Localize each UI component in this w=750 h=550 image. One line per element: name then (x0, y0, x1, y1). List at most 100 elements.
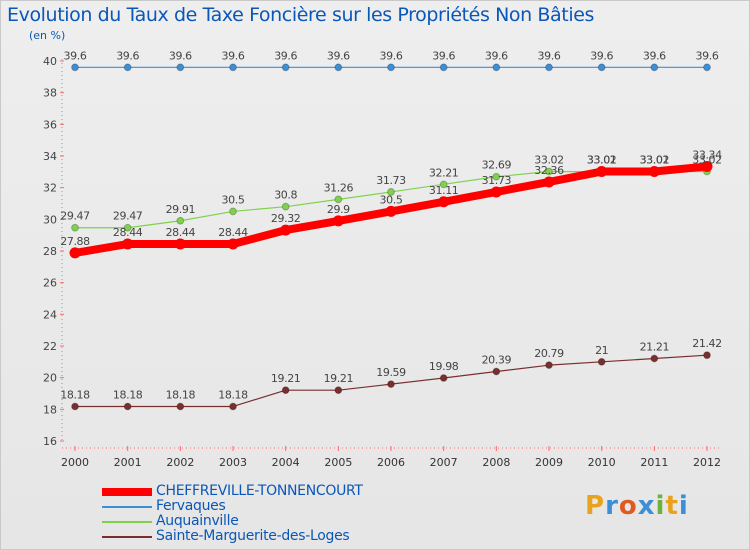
data-point-fervaques-2003 (229, 63, 237, 72)
data-label-fervaques-2003: 39.6 (222, 49, 245, 62)
data-label-sainte-marguerite-2003: 18.18 (218, 388, 248, 401)
data-point-cheffreville-2008 (490, 186, 502, 198)
x-tick-label-2001: 2001 (114, 456, 142, 469)
data-label-sainte-marguerite-2005: 19.21 (324, 372, 354, 385)
logo-letter: x (637, 491, 656, 521)
x-tick-label-2012: 2012 (693, 456, 721, 469)
legend-swatch-sainte-marguerite (102, 536, 152, 538)
data-label-sainte-marguerite-2010: 21 (595, 344, 608, 357)
data-point-fervaques-2004 (281, 63, 290, 72)
data-label-fervaques-2005: 39.6 (327, 49, 350, 62)
data-label-fervaques-2007: 39.6 (432, 49, 455, 62)
legend-swatch-auquainville (102, 521, 152, 523)
x-tick-label-2007: 2007 (430, 456, 458, 469)
data-point-cheffreville-2009 (543, 176, 555, 188)
data-point-auquainville-2009 (545, 167, 553, 176)
data-label-sainte-marguerite-2008: 20.39 (482, 353, 512, 366)
data-label-sainte-marguerite-2006: 19.59 (376, 366, 406, 379)
x-tick-label-2005: 2005 (324, 456, 352, 469)
y-tick-label-40: 40 (43, 55, 57, 68)
proxiti-logo: Proxiti (585, 491, 689, 521)
logo-letter: P (585, 491, 606, 521)
data-label-cheffreville-2004: 29.32 (271, 212, 301, 225)
data-point-auquainville-2000 (71, 223, 79, 232)
data-label-cheffreville-2002: 28.44 (166, 226, 196, 239)
legend-label-sainte-marguerite: Sainte-Marguerite-des-Loges (156, 528, 350, 544)
data-point-cheffreville-2010 (596, 166, 608, 178)
y-tick-label-30: 30 (43, 213, 57, 226)
logo-letter: t (665, 491, 679, 521)
data-label-auquainville-2010: 33.01 (587, 154, 617, 167)
data-point-auquainville-2003 (229, 207, 237, 216)
y-tick-label-36: 36 (43, 118, 57, 131)
data-point-auquainville-2006 (387, 188, 395, 196)
y-tick-label-26: 26 (43, 277, 57, 290)
y-tick-label-34: 34 (43, 150, 57, 163)
data-point-fervaques-2011 (650, 63, 659, 72)
data-point-auquainville-2004 (281, 202, 290, 211)
data-point-cheffreville-2005 (332, 215, 344, 227)
data-label-sainte-marguerite-2009: 20.79 (534, 347, 564, 360)
data-point-auquainville-2008 (492, 172, 501, 181)
data-point-fervaques-2008 (492, 63, 501, 72)
data-label-cheffreville-2001: 28.44 (113, 226, 143, 239)
x-tick-label-2011: 2011 (640, 456, 668, 469)
data-point-cheffreville-2006 (385, 205, 397, 217)
data-point-cheffreville-2007 (438, 196, 450, 208)
data-label-auquainville-2009: 33.02 (534, 154, 564, 167)
legend-swatch-fervaques (102, 506, 152, 508)
data-label-cheffreville-2011: 33.02 (640, 154, 670, 167)
data-label-cheffreville-2007: 31.11 (429, 184, 459, 197)
data-label-fervaques-2011: 39.6 (643, 49, 666, 62)
x-tick-label-2004: 2004 (272, 456, 300, 469)
data-point-sainte-marguerite-2012 (703, 351, 711, 360)
legend-label-fervaques: Fervaques (156, 498, 226, 514)
data-point-sainte-marguerite-2003 (229, 402, 237, 411)
data-point-fervaques-2010 (597, 63, 606, 72)
data-point-cheffreville-2004 (280, 224, 292, 236)
data-point-fervaques-2002 (176, 63, 185, 72)
legend-label-cheffreville: CHEFFREVILLE-TONNENCOURT (156, 483, 363, 499)
data-label-fervaques-2001: 39.6 (116, 49, 139, 62)
data-point-sainte-marguerite-2002 (176, 402, 185, 411)
data-point-sainte-marguerite-2010 (597, 357, 606, 366)
data-label-fervaques-2012: 39.6 (696, 49, 719, 62)
y-tick-label-16: 16 (43, 435, 57, 448)
x-tick-label-2002: 2002 (166, 456, 194, 469)
data-label-fervaques-2008: 39.6 (485, 49, 508, 62)
data-label-cheffreville-2012: 33.34 (692, 148, 722, 161)
x-tick-label-2010: 2010 (588, 456, 616, 469)
data-label-fervaques-2006: 39.6 (380, 49, 403, 62)
data-label-auquainville-2002: 29.91 (166, 203, 196, 216)
data-point-fervaques-2001 (123, 63, 132, 72)
logo-letter: r (605, 491, 619, 521)
data-label-cheffreville-2010: 33.02 (587, 154, 617, 167)
data-label-auquainville-2008: 32.69 (482, 159, 512, 172)
data-point-cheffreville-2003 (227, 238, 239, 250)
x-tick-label-2003: 2003 (219, 456, 247, 469)
data-label-cheffreville-2003: 28.44 (218, 226, 248, 239)
data-label-sainte-marguerite-2012: 21.42 (692, 337, 722, 350)
data-point-auquainville-2002 (176, 216, 185, 225)
data-point-fervaques-2000 (71, 63, 79, 72)
x-tick-label-2000: 2000 (61, 456, 89, 469)
data-point-fervaques-2006 (387, 63, 395, 72)
data-label-fervaques-2004: 39.6 (274, 49, 297, 62)
logo-letter: i (655, 491, 666, 521)
data-label-auquainville-2012: 33.02 (692, 154, 722, 167)
data-point-sainte-marguerite-2001 (123, 402, 132, 411)
x-tick-label-2009: 2009 (535, 456, 563, 469)
data-point-auquainville-2005 (334, 195, 343, 204)
data-point-fervaques-2009 (545, 63, 553, 72)
data-point-cheffreville-2012 (701, 160, 713, 172)
data-point-fervaques-2007 (439, 63, 448, 72)
data-label-cheffreville-2008: 31.73 (482, 174, 512, 187)
data-point-cheffreville-2000 (69, 247, 81, 259)
data-label-auquainville-2005: 31.26 (324, 181, 354, 194)
data-label-auquainville-2001: 29.47 (113, 210, 143, 223)
unit-label: (en %) (29, 29, 66, 42)
legend-swatch-cheffreville (102, 488, 152, 496)
data-label-sainte-marguerite-2011: 21.21 (640, 341, 670, 354)
data-point-cheffreville-2002 (174, 238, 186, 250)
data-point-sainte-marguerite-2011 (650, 354, 659, 363)
